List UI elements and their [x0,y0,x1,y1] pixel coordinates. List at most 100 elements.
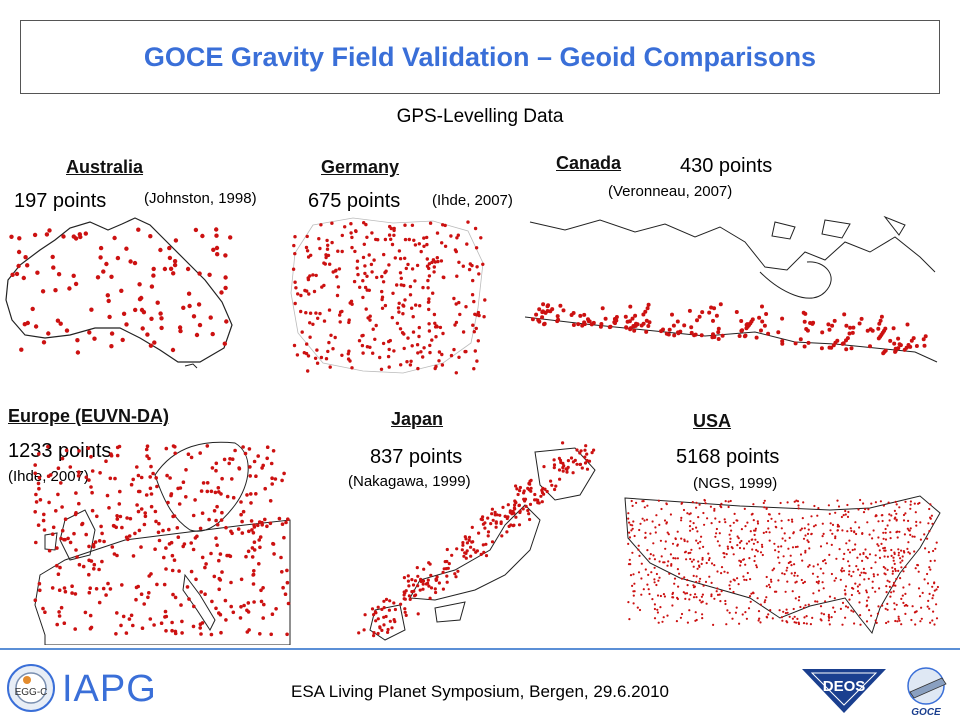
survey-point [363,271,367,276]
survey-point [380,607,384,611]
survey-point [644,329,649,334]
survey-point [674,557,677,560]
survey-point [382,623,386,627]
survey-point [136,509,141,514]
survey-point [854,543,857,546]
survey-point [764,599,767,602]
survey-point [193,498,197,502]
survey-point [148,234,153,239]
survey-point [667,560,670,563]
survey-point [800,527,803,530]
survey-point [506,515,510,519]
survey-point [294,286,298,290]
survey-point [877,544,880,547]
survey-point [112,524,116,528]
arctic-islands [771,215,906,240]
survey-point [223,598,228,603]
survey-point [603,316,608,321]
survey-point [735,519,738,522]
survey-point [904,592,907,595]
survey-point [713,564,716,567]
survey-point [897,615,900,618]
survey-point [507,524,511,528]
survey-point [905,322,910,327]
survey-point [929,621,932,624]
survey-point [247,529,251,534]
survey-point [789,560,792,563]
survey-point [794,545,797,549]
survey-point [770,580,773,583]
survey-point [658,560,661,563]
survey-point [445,580,449,584]
survey-point [707,310,712,315]
survey-point [472,367,476,371]
survey-point [404,613,408,617]
survey-point [521,507,525,511]
survey-point [554,484,558,488]
survey-point [16,263,21,269]
survey-point [691,501,694,504]
survey-point [347,349,351,353]
survey-point [223,253,228,258]
survey-point [768,586,772,589]
survey-point [50,532,55,536]
survey-point [804,534,807,537]
survey-point [238,616,243,620]
goce-logo-text: GOCE [911,707,941,718]
survey-point [740,328,745,333]
survey-point [659,539,662,542]
survey-point [101,586,106,591]
survey-point [755,566,758,569]
survey-point [58,321,63,326]
survey-point [474,326,478,331]
survey-point [133,531,137,536]
survey-point [695,539,698,542]
survey-point [896,530,899,533]
survey-point [852,570,855,573]
survey-point [836,523,839,526]
survey-point [756,520,759,523]
survey-point [355,259,360,263]
survey-point [814,524,817,527]
survey-point [829,522,832,525]
survey-point [148,343,154,348]
survey-point [196,302,202,307]
survey-point [58,565,62,570]
survey-point [393,607,397,612]
survey-point [929,568,932,571]
survey-point [40,289,46,294]
survey-point [427,329,432,333]
survey-point [239,577,244,582]
survey-point [515,487,519,491]
survey-point [314,273,318,278]
survey-point [177,502,182,506]
survey-point [922,343,927,348]
survey-point [34,492,38,497]
survey-point [888,519,891,522]
survey-point [392,601,396,605]
survey-point [904,512,907,515]
survey-point [403,298,407,302]
survey-point [280,478,284,483]
survey-point [410,344,414,348]
survey-point [215,504,219,509]
survey-point [802,501,805,504]
survey-point [252,525,257,529]
survey-point [839,607,842,610]
survey-point [33,598,38,602]
survey-point [822,587,825,590]
survey-point [803,311,808,316]
survey-point [34,500,39,504]
survey-point [230,477,234,481]
survey-point [395,321,400,325]
survey-point [754,538,757,541]
survey-point [739,564,742,567]
survey-point [831,343,836,348]
survey-point [470,263,474,268]
survey-point [395,283,399,287]
survey-point [881,604,884,607]
survey-point [729,537,732,540]
survey-point [808,564,811,567]
survey-point [653,607,656,611]
survey-point [857,568,860,571]
